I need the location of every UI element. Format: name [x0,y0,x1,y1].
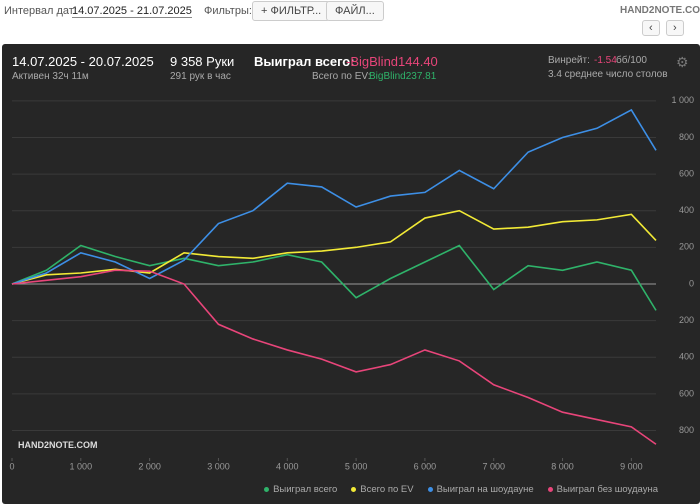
legend-label: Выиграл без шоудауна [556,484,658,495]
ev-label: Всего по EV: [312,71,371,82]
legend-label: Выиграл всего [273,484,338,495]
x-tick-label: 2 000 [138,461,161,471]
winrate-value: -1.54 [594,55,617,66]
legend-item[interactable]: Выиграл всего [264,484,337,495]
x-tick-label: 9 000 [620,461,643,471]
tables: 3.4 среднее число столов [548,69,668,80]
x-tick-label: 6 000 [414,461,437,471]
x-tick-label: 5 000 [345,461,368,471]
chart-panel [2,44,700,504]
x-tick-label: 3 000 [207,461,230,471]
x-tick-label: 4 000 [276,461,299,471]
hands: 9 358 Руки [170,54,235,69]
interval-select[interactable]: 14.07.2025 - 21.07.2025 [72,5,192,18]
nav-next[interactable]: › [666,20,684,36]
y-tick-label: 0 [689,278,694,288]
legend-swatch [264,486,270,492]
x-tick-label: 1 000 [70,461,93,471]
y-tick-label: 200 [679,242,694,252]
y-tick-label: 600 [679,168,694,178]
nav-prev[interactable]: ‹ [642,20,660,36]
x-tick-label: 0 [9,461,14,471]
legend-label: Всего по EV [360,484,414,495]
y-tick-label: 600 [679,388,694,398]
hands-per-hour: 291 рук в час [170,71,231,82]
winrate-unit: бб/100 [616,55,647,66]
series-line [11,269,657,445]
settings-icon[interactable]: ⚙ [676,54,689,70]
legend-item[interactable]: Выиграл без шоудауна [547,484,658,495]
legend-item[interactable]: Всего по EV [351,484,414,495]
y-tick-label: 800 [679,425,694,435]
legend-swatch [351,486,357,492]
file-button[interactable]: ФАЙЛ... [326,1,384,21]
won-value: -BigBlind144.40 [346,54,438,69]
x-tick-label: 7 000 [482,461,505,471]
legend-item[interactable]: Выиграл на шоудауне [427,484,534,495]
legend-swatch [547,486,553,492]
y-tick-label: 800 [679,132,694,142]
active-time: Активен 32ч 11м [12,71,89,82]
period: 14.07.2025 - 20.07.2025 [12,54,154,69]
y-tick-label: 400 [679,352,694,362]
series-line [11,108,657,285]
series-line [11,244,657,311]
ev-value: BigBlind237.81 [369,71,437,82]
filter-button[interactable]: + ФИЛЬТР... [252,1,331,21]
legend-label: Выиграл на шоудауне [436,484,534,495]
winrate-label: Винрейт: [548,55,590,66]
y-tick-label: 200 [679,315,694,325]
y-tick-label: 1 000 [671,95,694,105]
won-label: Выиграл всего: [254,54,355,69]
filters-label: Фильтры: [204,5,252,17]
legend-swatch [427,486,433,492]
interval-label: Интервал дат: [4,5,77,17]
y-tick-label: 400 [679,205,694,215]
watermark: HAND2NOTE.COM [18,440,98,450]
logo: HAND2NOTE.COM [620,5,700,16]
x-tick-label: 8 000 [551,461,574,471]
legend: Выиграл всего Всего по EV Выиграл на шоуда… [264,484,658,495]
